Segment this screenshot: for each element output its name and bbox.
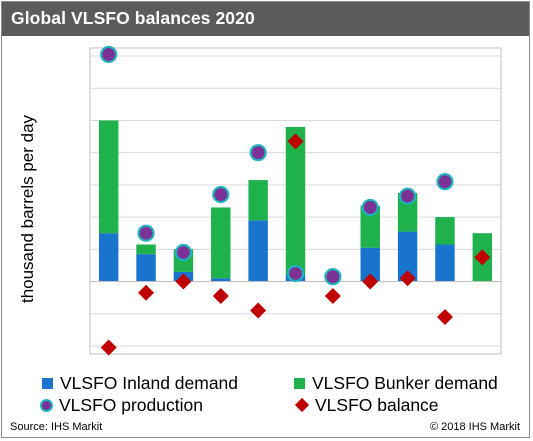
production-marker <box>361 198 379 217</box>
bar-bunker <box>285 126 306 276</box>
chart-title: Global VLSFO balances 2020 <box>11 8 255 28</box>
bar-inland <box>211 278 231 282</box>
balance-marker <box>175 273 192 290</box>
balance-marker <box>212 288 229 305</box>
balance-marker <box>399 270 416 287</box>
production-marker <box>212 185 230 204</box>
legend-item-bunker: VLSFO Bunker demand <box>294 372 498 394</box>
source-note: Source: IHS Markit <box>10 421 103 433</box>
bar-bunker <box>248 180 268 221</box>
bar-bunker <box>136 244 156 255</box>
chart-plot: thousand barrels per day <box>18 45 502 356</box>
legend-item-production: VLSFO production <box>40 394 203 416</box>
balance-marker <box>100 339 117 356</box>
legend-swatch-production <box>40 398 53 412</box>
legend-label-bunker: VLSFO Bunker demand <box>312 372 498 393</box>
bar-bunker <box>211 207 231 279</box>
legend-swatch-inland <box>42 377 53 389</box>
balance-marker <box>474 249 491 266</box>
legend-item-inland: VLSFO Inland demand <box>42 372 238 394</box>
bar-bunker <box>360 205 380 248</box>
balance-marker <box>138 284 155 301</box>
production-marker <box>398 187 417 205</box>
bar-inland <box>397 231 418 282</box>
production-marker <box>100 45 118 64</box>
legend-label-production: VLSFO production <box>59 394 203 415</box>
bar-inland <box>435 244 455 282</box>
bar-inland <box>248 220 268 282</box>
production-marker <box>436 173 454 191</box>
legend: VLSFO Inland demand VLSFO Bunker demand … <box>2 372 529 420</box>
production-marker <box>286 264 305 283</box>
balance-marker <box>324 288 341 305</box>
legend-swatch-balance <box>294 397 310 413</box>
balance-marker <box>362 273 379 290</box>
bar-inland <box>360 247 380 282</box>
legend-label-balance: VLSFO balance <box>315 394 439 415</box>
balance-marker <box>250 302 267 319</box>
legend-swatch-bunker <box>294 377 305 389</box>
production-marker <box>324 268 342 286</box>
footer: Source: IHS Markit © 2018 IHS Markit <box>2 419 529 437</box>
production-marker <box>174 243 193 262</box>
balance-marker <box>436 308 453 325</box>
balance-marker <box>287 133 304 150</box>
legend-item-balance: VLSFO balance <box>294 394 439 416</box>
plot-area <box>89 47 502 355</box>
legend-label-inland: VLSFO Inland demand <box>60 372 239 393</box>
production-marker <box>249 144 267 162</box>
bar-inland <box>98 233 119 282</box>
title-bar: Global VLSFO balances 2020 <box>2 2 529 36</box>
bar-inland <box>136 254 156 282</box>
production-marker <box>137 224 155 242</box>
bar-bunker <box>435 217 455 245</box>
bar-bunker <box>98 120 119 234</box>
y-axis-label: thousand barrels per day <box>18 114 37 303</box>
copyright-note: © 2018 IHS Markit <box>429 421 520 433</box>
